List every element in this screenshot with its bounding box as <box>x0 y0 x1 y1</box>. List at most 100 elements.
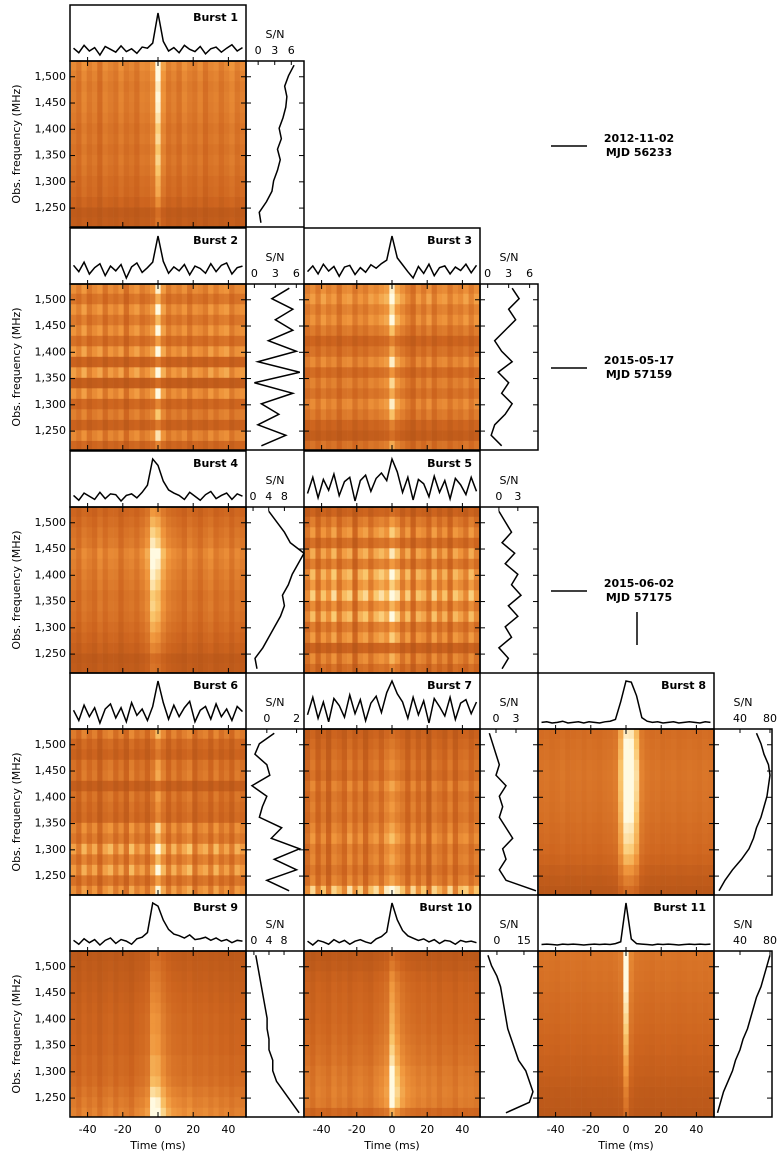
waterfall-cell <box>539 759 545 770</box>
waterfall-cell <box>166 664 172 674</box>
waterfall-cell <box>453 643 459 654</box>
waterfall-cell <box>416 441 422 451</box>
waterfall-cell <box>613 738 619 749</box>
waterfall-cell <box>389 791 395 802</box>
waterfall-cell <box>113 1023 119 1034</box>
waterfall-cell <box>124 1023 130 1034</box>
waterfall-cell <box>134 791 140 802</box>
waterfall-cell <box>187 590 193 601</box>
waterfall-cell <box>368 356 374 367</box>
waterfall-cell <box>203 207 209 218</box>
waterfall-cell <box>155 865 161 876</box>
waterfall-cell <box>358 729 364 739</box>
waterfall-cell <box>155 123 161 134</box>
waterfall-cell <box>176 823 182 834</box>
waterfall-cell <box>352 548 358 559</box>
waterfall-cell <box>161 791 167 802</box>
waterfall-cell <box>219 527 225 538</box>
waterfall-cell <box>81 1108 87 1118</box>
waterfall-cell <box>326 812 332 823</box>
waterfall-cell <box>405 749 411 760</box>
waterfall-cell <box>203 759 209 770</box>
waterfall-cell <box>134 1034 140 1045</box>
waterfall-cell <box>432 558 438 569</box>
waterfall-cell <box>155 1055 161 1066</box>
waterfall-cell <box>118 992 124 1003</box>
waterfall-cell <box>97 844 103 855</box>
waterfall-cell <box>437 875 443 886</box>
waterfall-cell <box>326 430 332 441</box>
waterfall-cell <box>229 833 235 844</box>
waterfall-cell <box>81 420 87 431</box>
waterfall-cell <box>395 653 401 664</box>
waterfall-cell <box>113 197 119 208</box>
waterfall-cell <box>703 749 709 760</box>
waterfall-cell <box>676 833 682 844</box>
waterfall-cell <box>129 61 135 71</box>
waterfall-cell <box>171 293 177 304</box>
waterfall-cell <box>235 61 241 71</box>
waterfall-cell <box>703 823 709 834</box>
spectrum-line <box>489 733 536 891</box>
waterfall-cell <box>384 738 390 749</box>
waterfall-cell <box>176 749 182 760</box>
waterfall-cell <box>92 207 98 218</box>
waterfall-cell <box>166 749 172 760</box>
waterfall-cell <box>240 399 246 410</box>
waterfall-cell <box>442 507 448 517</box>
waterfall-cell <box>219 325 225 336</box>
waterfall-cell <box>352 314 358 325</box>
waterfall-cell <box>219 759 225 770</box>
waterfall-cell <box>171 388 177 399</box>
waterfall-cell <box>81 70 87 81</box>
waterfall-cell <box>374 527 380 538</box>
waterfall-cell <box>108 1076 114 1087</box>
waterfall-cell <box>113 527 119 538</box>
waterfall-cell <box>708 812 714 823</box>
waterfall-cell <box>437 537 443 548</box>
waterfall-cell <box>187 569 193 580</box>
waterfall-cell <box>87 91 93 102</box>
waterfall-cell <box>315 420 321 431</box>
waterfall-cell <box>687 780 693 791</box>
waterfall-cell <box>87 823 93 834</box>
waterfall-cell <box>208 293 214 304</box>
waterfall-cell <box>676 791 682 802</box>
waterfall-cell <box>129 314 135 325</box>
waterfall-cell <box>118 844 124 855</box>
waterfall-cell <box>103 738 109 749</box>
waterfall-cell <box>108 155 114 166</box>
waterfall-cell <box>97 314 103 325</box>
waterfall-cell <box>108 981 114 992</box>
waterfall-cell <box>87 123 93 134</box>
waterfall-cell <box>97 1055 103 1066</box>
waterfall-cell <box>692 875 698 886</box>
waterfall-cell <box>650 854 656 865</box>
waterfall-cell <box>208 548 214 559</box>
y-tick-label: 1,250 <box>35 647 67 660</box>
waterfall-cell <box>71 507 77 517</box>
waterfall-cell <box>192 123 198 134</box>
waterfall-cell <box>368 749 374 760</box>
waterfall-cell <box>581 729 587 739</box>
waterfall-cell <box>87 749 93 760</box>
waterfall-cell <box>113 378 119 389</box>
waterfall-cell <box>166 155 172 166</box>
waterfall-cell <box>469 601 475 612</box>
waterfall-cell <box>203 601 209 612</box>
waterfall-cell <box>208 378 214 389</box>
waterfall-cell <box>140 102 146 113</box>
waterfall-cell <box>681 886 687 896</box>
waterfall-cell <box>421 430 427 441</box>
waterfall-cell <box>358 293 364 304</box>
waterfall-cell <box>140 186 146 197</box>
waterfall-cell <box>124 981 130 992</box>
waterfall-cell <box>140 875 146 886</box>
waterfall-cell <box>113 112 119 123</box>
waterfall-cell <box>692 823 698 834</box>
waterfall-cell <box>342 590 348 601</box>
waterfall-cell <box>113 759 119 770</box>
waterfall-cell <box>347 622 353 633</box>
waterfall-cell <box>113 844 119 855</box>
waterfall-cell <box>224 537 230 548</box>
